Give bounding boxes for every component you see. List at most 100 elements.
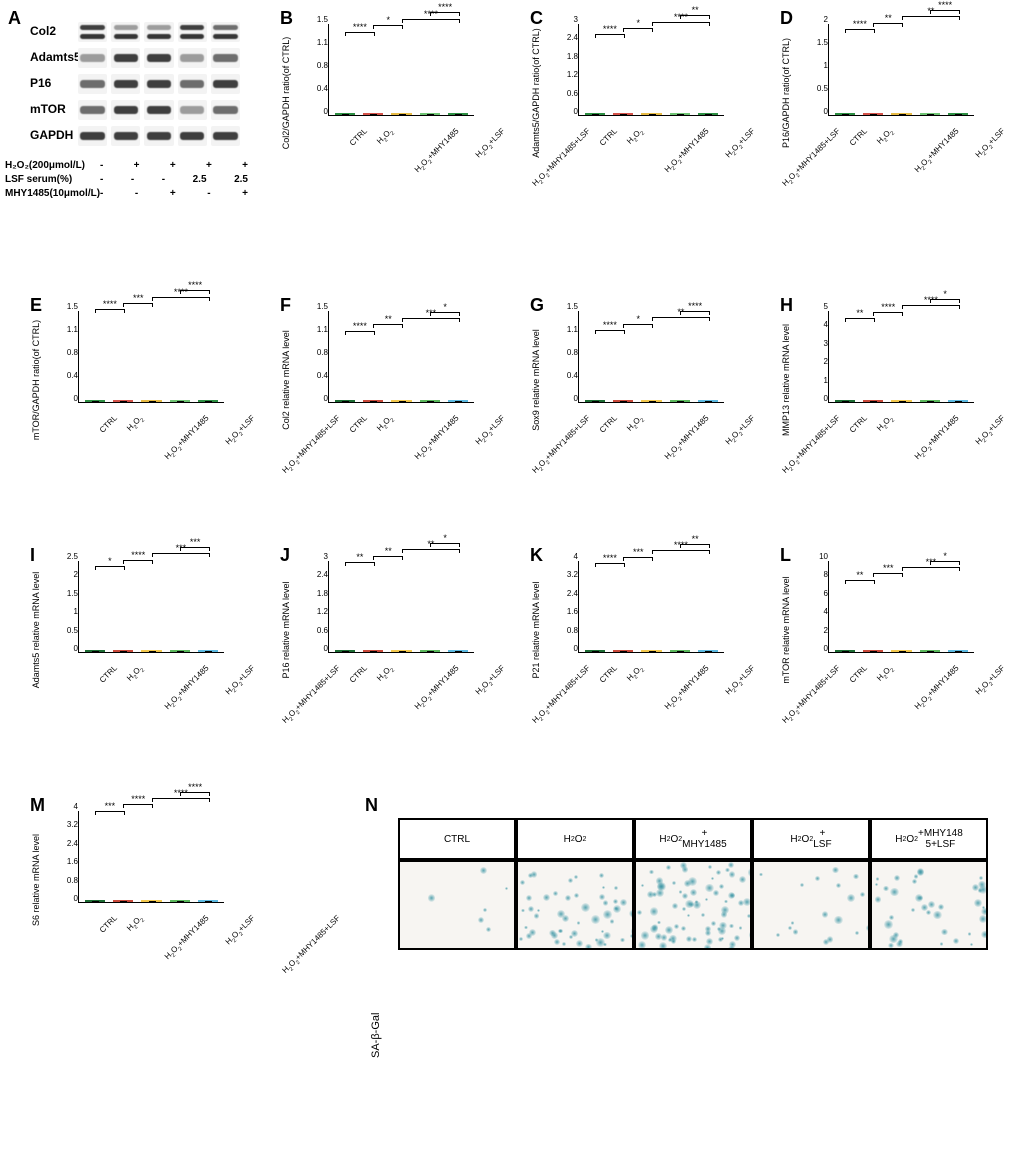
chart-plot: *************** <box>78 311 224 403</box>
sig-bracket: ** <box>652 317 711 321</box>
sig-bracket: *** <box>123 303 153 307</box>
wb-band <box>78 74 107 94</box>
chart-d: P16/GAPDH ratio(of CTRL)00.511.52*******… <box>788 18 978 168</box>
wb-band <box>144 22 173 42</box>
sig-bracket: *** <box>402 318 461 322</box>
panel-n-header: H2O2+LSF <box>752 818 870 860</box>
sig-bracket: *** <box>152 553 211 557</box>
wb-band <box>78 48 107 68</box>
condition-label: H₂O₂(200μmol/L) <box>5 160 85 171</box>
chart-xlabels: CTRLH2O2H2O2+MHY1485H2O2+LSFH2O2+MHY1485… <box>78 655 224 705</box>
chart-xlabels: CTRLH2O2H2O2+MHY1485H2O2+LSFH2O2+MHY1485… <box>828 405 974 455</box>
wb-label-gapdh: GAPDH <box>30 128 73 142</box>
sig-bracket: * <box>95 566 125 570</box>
sig-bracket: **** <box>430 12 460 16</box>
condition-row: --+-+ <box>100 188 248 199</box>
panel-letter-i: I <box>30 545 35 566</box>
sig-bracket: **** <box>95 309 125 313</box>
chart-yticks: 0246810 <box>816 561 826 653</box>
sig-bracket: ** <box>902 16 961 20</box>
chart-xlabels: CTRLH2O2H2O2+MHY1485H2O2+LSFH2O2+MHY1485… <box>578 405 724 455</box>
wb-band <box>111 22 140 42</box>
sig-bracket: ** <box>373 324 403 328</box>
chart-k: P21 relative mRNA level00.81.62.43.24***… <box>538 555 728 705</box>
sig-bracket: ** <box>845 580 875 584</box>
wb-band <box>211 48 240 68</box>
chart-ylabel: Adamts5 relative mRNA level <box>31 572 41 689</box>
chart-yticks: 00.81.62.43.24 <box>566 561 576 653</box>
sig-bracket: **** <box>902 305 961 309</box>
sig-bracket: **** <box>402 19 461 23</box>
chart-plot: ********* <box>828 561 974 653</box>
sig-bracket: **** <box>845 29 875 33</box>
panel-n-header: H2O2 <box>516 818 634 860</box>
panel-n-image <box>634 860 752 950</box>
wb-band <box>211 100 240 120</box>
chart-xlabels: CTRLH2O2H2O2+MHY1485H2O2+LSFH2O2+MHY1485… <box>578 655 724 705</box>
sig-bracket: * <box>623 324 653 328</box>
chart-plot: *********** <box>578 24 724 116</box>
chart-plot: ************ <box>828 24 974 116</box>
sig-bracket: **** <box>345 331 375 335</box>
sig-bracket: ** <box>680 15 710 19</box>
panel-letter-n: N <box>365 795 378 816</box>
condition-row: ---2.52.5 <box>100 174 248 185</box>
sig-bracket: **** <box>652 22 711 26</box>
wb-band <box>78 22 107 42</box>
sig-bracket: **** <box>123 804 153 808</box>
chart-plot: ************* <box>328 24 474 116</box>
chart-g: Sox9 relative mRNA level00.40.81.11.5***… <box>538 305 728 455</box>
sig-bracket: ** <box>402 549 461 553</box>
chart-xlabels: CTRLH2O2H2O2+MHY1485H2O2+LSFH2O2+MHY1485… <box>78 405 224 455</box>
wb-label-p16: P16 <box>30 76 51 90</box>
chart-ylabel: P16/GAPDH ratio(of CTRL) <box>781 38 791 148</box>
panel-n-image <box>516 860 634 950</box>
chart-yticks: 00.40.81.11.5 <box>316 311 326 403</box>
wb-band <box>178 22 207 42</box>
chart-xlabels: CTRLH2O2H2O2+MHY1485H2O2+LSFH2O2+MHY1485… <box>578 118 724 168</box>
panel-n-column: CTRL <box>398 818 516 950</box>
wb-band <box>111 100 140 120</box>
sig-bracket: **** <box>123 560 153 564</box>
sig-bracket: **** <box>152 798 211 802</box>
chart-yticks: 00.61.21.82.43 <box>316 561 326 653</box>
chart-h: MMP13 relative mRNA level012345*********… <box>788 305 978 455</box>
panel-n-header: H2O2+MHY1485 <box>634 818 752 860</box>
sig-bracket: **** <box>595 34 625 38</box>
chart-xlabels: CTRLH2O2H2O2+MHY1485H2O2+LSFH2O2+MHY1485… <box>328 118 474 168</box>
sig-bracket: *** <box>902 567 961 571</box>
chart-xlabels: CTRLH2O2H2O2+MHY1485H2O2+LSFH2O2+MHY1485… <box>328 405 474 455</box>
wb-band <box>144 100 173 120</box>
sig-bracket: **** <box>345 32 375 36</box>
wb-label-mtor: mTOR <box>30 102 66 116</box>
chart-xlabels: CTRLH2O2H2O2+MHY1485H2O2+LSFH2O2+MHY1485… <box>78 905 224 955</box>
panel-n-image <box>752 860 870 950</box>
wb-row-col2 <box>78 22 240 42</box>
condition-label: MHY1485(10μmol/L) <box>5 188 100 199</box>
wb-band <box>211 74 240 94</box>
panel-n-column: H2O2+MHY1485 <box>634 818 752 950</box>
panel-n-header: CTRL <box>398 818 516 860</box>
sig-bracket: ** <box>680 544 710 548</box>
sig-bracket: ** <box>373 556 403 560</box>
panel-a-western-blot: Col2Adamts5P16mTORGAPDHH₂O₂(200μmol/L)-+… <box>0 0 260 230</box>
condition-label: LSF serum(%) <box>5 174 72 185</box>
chart-ylabel: Adamts5/GAPDH ratio(of CTRL) <box>531 28 541 158</box>
chart-ylabel: mTOR/GAPDH ratio(of CTRL) <box>31 320 41 440</box>
chart-yticks: 012345 <box>816 311 826 403</box>
sig-bracket: * <box>930 299 960 303</box>
wb-band <box>178 48 207 68</box>
sig-bracket: **** <box>180 792 210 796</box>
panel-n-image <box>870 860 988 950</box>
wb-band <box>111 48 140 68</box>
sig-bracket: **** <box>680 311 710 315</box>
chart-ylabel: Sox9 relative mRNA level <box>531 329 541 431</box>
sig-bracket: *** <box>180 547 210 551</box>
wb-row-adamts5 <box>78 48 240 68</box>
wb-band <box>78 100 107 120</box>
sig-bracket: **** <box>152 297 211 301</box>
wb-row-gapdh <box>78 126 240 146</box>
chart-plot: ********** <box>328 311 474 403</box>
sig-bracket: ** <box>845 318 875 322</box>
chart-yticks: 00.61.21.82.43 <box>566 24 576 116</box>
